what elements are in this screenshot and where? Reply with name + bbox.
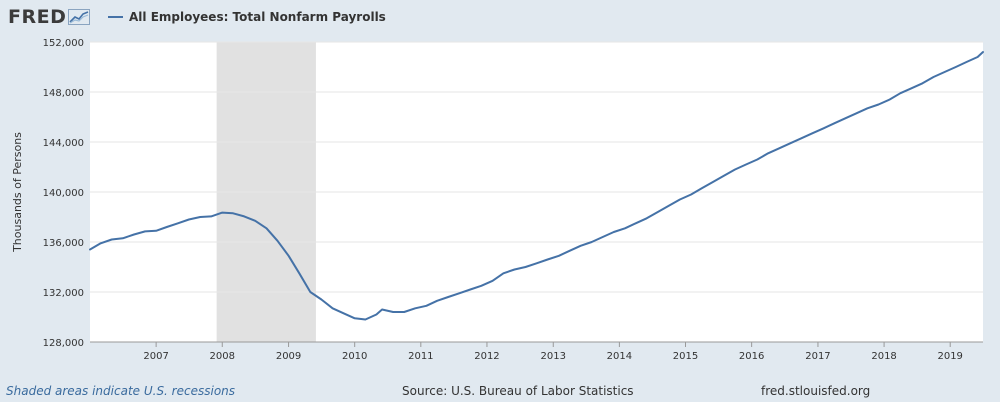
x-tick-label-6: 2013 — [541, 351, 566, 362]
y-tick-label-5: 148,000 — [43, 88, 84, 99]
y-tick-label-1: 132,000 — [43, 288, 84, 299]
y-tick-label-4: 144,000 — [43, 138, 84, 149]
series-legend[interactable]: All Employees: Total Nonfarm Payrolls — [108, 10, 386, 24]
x-tick-label-9: 2016 — [739, 351, 764, 362]
series-line-0[interactable] — [89, 51, 984, 321]
legend-swatch — [108, 16, 123, 18]
x-tick-label-5: 2012 — [474, 351, 499, 362]
y-tick-label-0: 128,000 — [43, 338, 84, 349]
x-tick-label-12: 2019 — [937, 351, 962, 362]
x-tick-labels: 2007 2008 2009 2010 2011 2012 2013 2014 2015 2016… — [90, 341, 983, 362]
y-tick-label-2: 136,000 — [43, 238, 84, 249]
x-tick-label-8: 2015 — [673, 351, 698, 362]
x-tick-label-4: 2011 — [408, 351, 433, 362]
x-tick-label-3: 2010 — [342, 351, 367, 362]
fred-logo[interactable]: FRED — [8, 6, 91, 28]
y-tick-labels: 128,000 132,000 136,000 140,000 144,000 148,0… — [43, 38, 84, 349]
series-name: All Employees: Total Nonfarm Payrolls — [129, 10, 386, 24]
x-tick-label-11: 2018 — [871, 351, 896, 362]
x-tick-label-7: 2014 — [607, 351, 632, 362]
x-tick-label-2: 2009 — [276, 351, 301, 362]
site-link[interactable]: fred.stlouisfed.org — [761, 384, 871, 398]
source-text: Source: U.S. Bureau of Labor Statistics — [402, 384, 634, 398]
fred-logo-chart-icon — [68, 9, 91, 25]
y-tick-label-3: 140,000 — [43, 188, 84, 199]
x-tick-label-0: 2007 — [143, 351, 168, 362]
y-axis-title: Thousands of Persons — [11, 132, 24, 253]
x-tick-label-1: 2008 — [210, 351, 235, 362]
recession-note: Shaded areas indicate U.S. recessions — [6, 384, 236, 398]
x-tick-label-10: 2017 — [805, 351, 830, 362]
series-layer — [89, 51, 984, 321]
fred-logo-text: FRED — [8, 6, 67, 28]
y-tick-label-6: 152,000 — [43, 38, 84, 49]
